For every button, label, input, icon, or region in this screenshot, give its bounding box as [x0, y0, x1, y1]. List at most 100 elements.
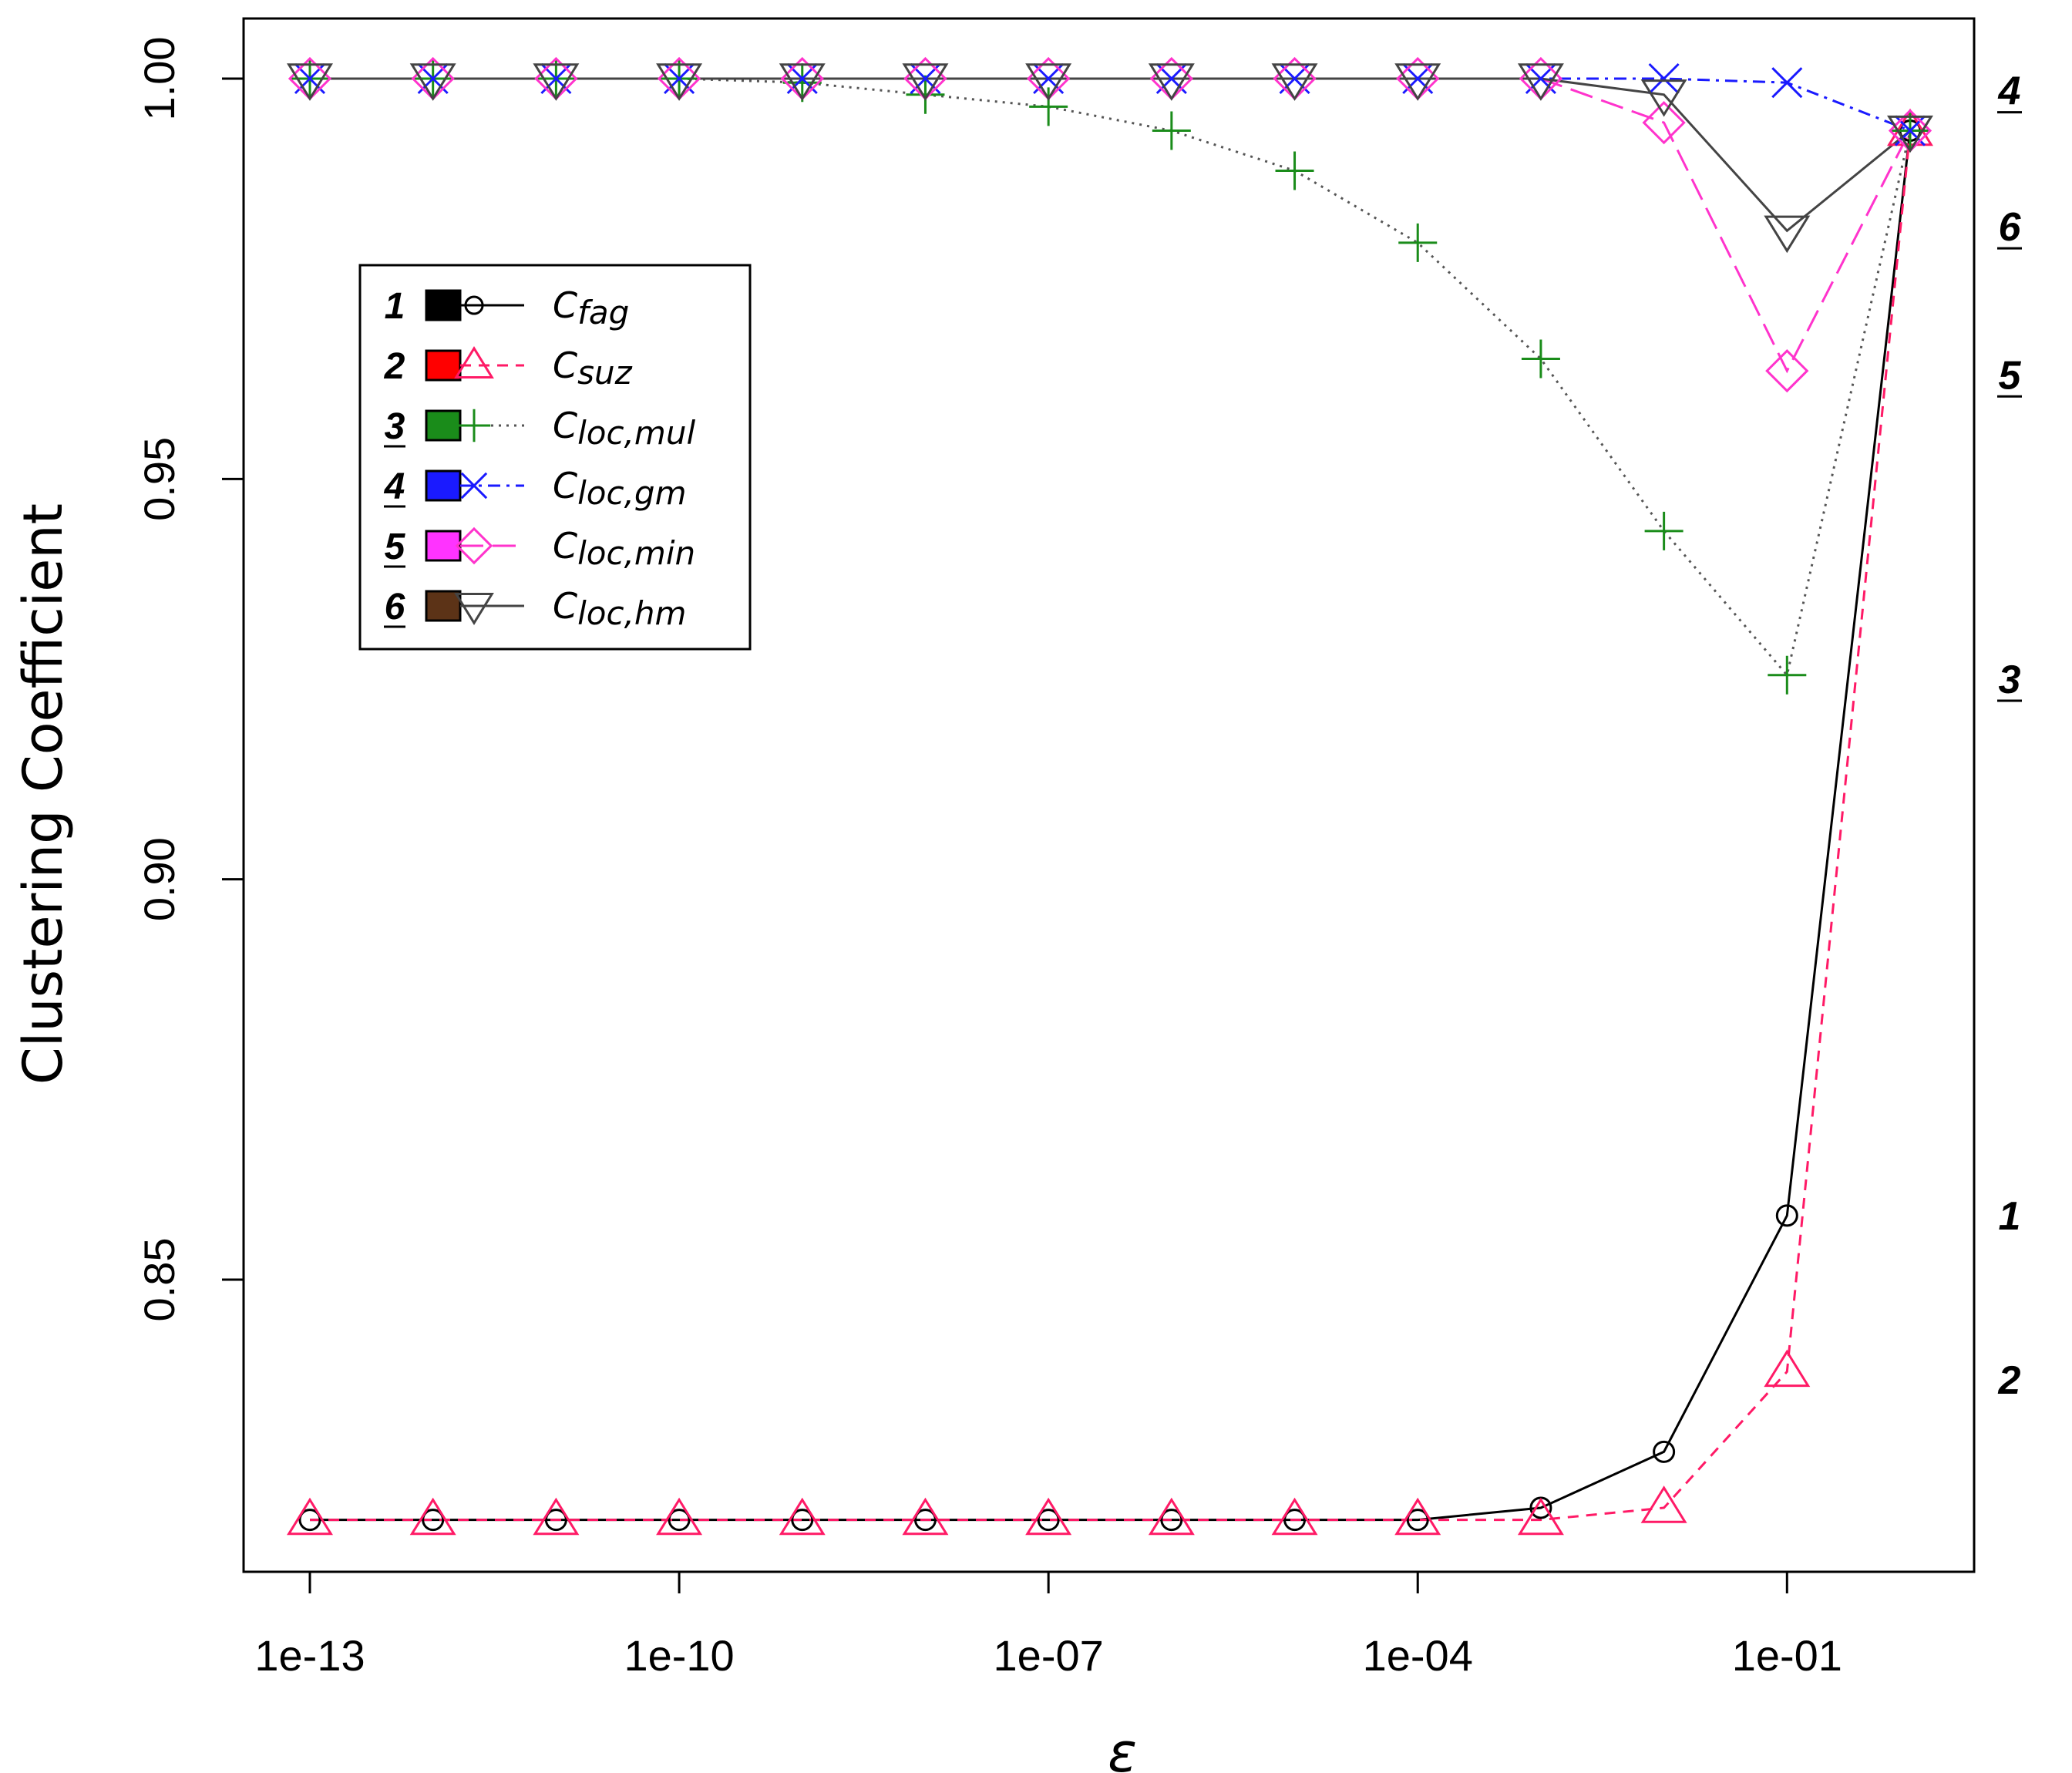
series-line-6	[310, 77, 1911, 233]
data-point	[1029, 87, 1068, 126]
data-point	[1271, 1497, 1318, 1536]
legend-label-main: C	[553, 525, 577, 567]
legend-swatch	[425, 590, 462, 622]
y-tick-label: 0.90	[135, 837, 183, 921]
series-markers-2	[287, 108, 1933, 1536]
legend-number: 6	[385, 587, 405, 627]
legend-swatch	[425, 289, 462, 321]
data-point	[533, 1497, 580, 1536]
data-point	[1271, 63, 1318, 101]
data-point	[1394, 63, 1441, 101]
data-point	[409, 1497, 456, 1536]
data-point	[1148, 63, 1195, 101]
data-point	[1775, 1204, 1798, 1227]
legend-number: 4	[384, 466, 405, 507]
x-tick-label: 1e-10	[624, 1631, 734, 1680]
legend-swatch	[425, 469, 462, 502]
data-point	[1148, 1497, 1195, 1536]
data-point	[1768, 655, 1807, 695]
data-point	[1640, 79, 1687, 117]
legend-label-main: C	[553, 585, 577, 627]
data-point	[1160, 1509, 1183, 1532]
legend-label: Cloc,min	[553, 525, 695, 572]
data-point	[1025, 1497, 1072, 1536]
legend-number: 1	[385, 286, 405, 327]
end-label: 3	[1999, 658, 2021, 702]
plot-frame	[242, 17, 1976, 1573]
data-point	[1517, 63, 1564, 101]
legend-label-sub: loc,gm	[577, 474, 686, 512]
y-axis: 0.85 0.90 0.95 1.00	[135, 37, 245, 1322]
legend-number: 2	[384, 346, 405, 387]
data-point	[1398, 223, 1438, 262]
data-point	[1648, 62, 1680, 95]
data-point	[1394, 1497, 1441, 1536]
x-tick-label: 1e-07	[994, 1631, 1104, 1680]
y-tick-label: 0.95	[135, 437, 183, 521]
data-point	[902, 1497, 949, 1536]
x-tick-label: 1e-04	[1363, 1631, 1473, 1680]
legend-number: 5	[385, 527, 406, 567]
series-markers	[287, 56, 1933, 1536]
legend-label-sub: loc,min	[577, 534, 695, 572]
series-markers-1	[298, 119, 1922, 1532]
data-point	[1406, 1509, 1429, 1532]
x-tick-label: 1e-13	[254, 1631, 365, 1680]
data-point	[533, 63, 580, 101]
data-point	[1640, 1485, 1687, 1523]
data-point	[906, 75, 945, 114]
data-point	[422, 1509, 445, 1532]
legend-label-main: C	[553, 465, 577, 506]
y-axis-title: Clustering Coefficient	[12, 503, 75, 1085]
right-end-labels: 4 6 5 3 1 2	[1997, 69, 2022, 1403]
y-tick-label: 1.00	[135, 37, 183, 121]
data-point	[1283, 1509, 1307, 1532]
data-point	[1653, 1440, 1676, 1463]
data-point	[1152, 111, 1191, 150]
legend-label-sub: loc,hm	[577, 594, 686, 632]
x-axis: 1e-13 1e-10 1e-07 1e-04 1e-01	[254, 1570, 1842, 1680]
series-line-4	[310, 77, 1911, 132]
data-point	[298, 1509, 321, 1532]
data-point	[1771, 67, 1803, 99]
legend-swatch	[425, 409, 462, 442]
data-point	[782, 63, 822, 103]
data-point	[1642, 101, 1686, 145]
data-point	[1764, 215, 1811, 254]
data-point	[1644, 511, 1684, 550]
legend-marker	[464, 295, 484, 315]
data-point	[656, 1497, 703, 1536]
data-point	[1521, 339, 1560, 378]
series-markers-6	[287, 63, 1933, 254]
data-point	[791, 1509, 814, 1532]
series-line-3	[310, 77, 1912, 678]
data-point	[656, 63, 703, 101]
legend-number: 3	[385, 406, 405, 447]
legend-label-main: C	[553, 405, 577, 446]
data-point	[779, 1497, 826, 1536]
data-point	[1887, 115, 1933, 153]
legend-label: Csuz	[553, 345, 633, 392]
series-line-2	[310, 130, 1912, 1522]
legend-label: Cloc,gm	[553, 465, 687, 512]
end-label: 1	[1999, 1194, 2021, 1239]
legend-label-main: C	[553, 284, 577, 326]
y-tick-label: 0.85	[135, 1238, 183, 1322]
legend-swatch	[425, 349, 462, 382]
data-point	[913, 1509, 937, 1532]
legend-swatch	[425, 530, 462, 562]
legend: 1 Cfag 2 Csuz 3 Cloc,mul 4 Cloc,gm 5 Cloc,min 6 Clo…	[358, 264, 752, 651]
end-label: 2	[1998, 1358, 2021, 1403]
legend-marker	[457, 409, 491, 442]
legend-label-sub: fag	[577, 294, 629, 331]
legend-label-sub: suz	[577, 354, 633, 392]
legend-label-main: C	[553, 345, 577, 386]
data-point	[1764, 1349, 1811, 1388]
data-point	[287, 63, 333, 101]
data-point	[1025, 63, 1072, 101]
end-label: 6	[1999, 205, 2022, 250]
data-point	[1037, 1509, 1060, 1532]
data-point	[544, 1509, 567, 1532]
